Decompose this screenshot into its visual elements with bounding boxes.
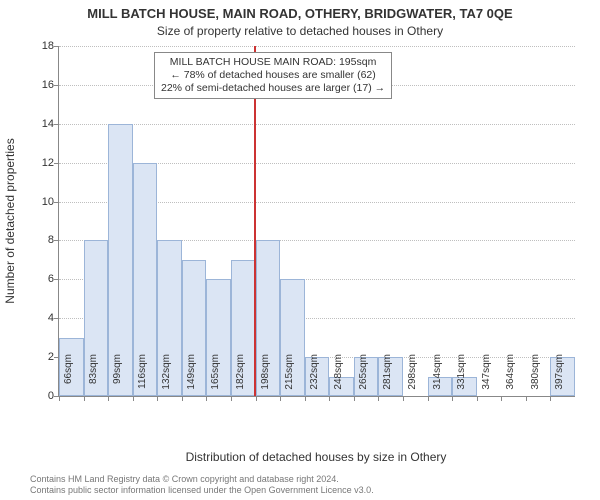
x-tick-label: 149sqm xyxy=(186,354,197,404)
footer-attribution: Contains HM Land Registry data © Crown c… xyxy=(30,474,374,496)
y-tick-label: 18 xyxy=(24,40,54,52)
footer-line1: Contains HM Land Registry data © Crown c… xyxy=(30,474,374,485)
x-tick-label: 314sqm xyxy=(432,354,443,404)
x-tick-label: 397sqm xyxy=(554,354,565,404)
x-tick-mark xyxy=(501,396,502,401)
y-tick-mark xyxy=(54,279,59,280)
x-tick-mark xyxy=(526,396,527,401)
x-tick-mark xyxy=(108,396,109,401)
x-tick-mark xyxy=(378,396,379,401)
y-tick-mark xyxy=(54,124,59,125)
grid-line xyxy=(59,46,575,47)
annotation-line3: 22% of semi-detached houses are larger (… xyxy=(161,82,385,95)
x-tick-label: 248sqm xyxy=(333,354,344,404)
x-tick-mark xyxy=(59,396,60,401)
y-tick-mark xyxy=(54,85,59,86)
x-tick-mark xyxy=(428,396,429,401)
x-tick-label: 215sqm xyxy=(284,354,295,404)
x-tick-mark xyxy=(452,396,453,401)
x-tick-mark xyxy=(84,396,85,401)
y-tick-mark xyxy=(54,202,59,203)
annotation-line1: MILL BATCH HOUSE MAIN ROAD: 195sqm xyxy=(161,56,385,69)
plot-area: 02468101214161866sqm83sqm99sqm116sqm132s… xyxy=(58,46,575,397)
annotation-box: MILL BATCH HOUSE MAIN ROAD: 195sqm← 78% … xyxy=(154,52,392,99)
x-tick-label: 165sqm xyxy=(210,354,221,404)
y-tick-mark xyxy=(54,240,59,241)
x-tick-mark xyxy=(133,396,134,401)
x-tick-label: 331sqm xyxy=(456,354,467,404)
x-tick-mark xyxy=(305,396,306,401)
x-tick-mark xyxy=(403,396,404,401)
y-tick-label: 10 xyxy=(24,196,54,208)
x-tick-mark xyxy=(329,396,330,401)
y-axis-label: Number of detached properties xyxy=(3,138,17,303)
x-tick-label: 182sqm xyxy=(235,354,246,404)
y-tick-mark xyxy=(54,46,59,47)
x-axis-label: Distribution of detached houses by size … xyxy=(58,450,574,464)
x-tick-mark xyxy=(354,396,355,401)
grid-line xyxy=(59,124,575,125)
y-tick-label: 12 xyxy=(24,157,54,169)
x-tick-label: 198sqm xyxy=(260,354,271,404)
y-tick-label: 6 xyxy=(24,273,54,285)
x-tick-label: 66sqm xyxy=(63,354,74,404)
y-axis-label-wrap: Number of detached properties xyxy=(0,46,20,396)
x-tick-label: 298sqm xyxy=(407,354,418,404)
x-tick-mark xyxy=(157,396,158,401)
x-tick-mark xyxy=(206,396,207,401)
x-tick-label: 347sqm xyxy=(481,354,492,404)
footer-line2: Contains public sector information licen… xyxy=(30,485,374,496)
annotation-line2: ← 78% of detached houses are smaller (62… xyxy=(161,69,385,82)
y-tick-label: 2 xyxy=(24,351,54,363)
x-tick-mark xyxy=(477,396,478,401)
chart-subtitle: Size of property relative to detached ho… xyxy=(0,24,600,38)
y-tick-mark xyxy=(54,163,59,164)
x-tick-mark xyxy=(256,396,257,401)
x-tick-label: 132sqm xyxy=(161,354,172,404)
y-tick-label: 16 xyxy=(24,79,54,91)
x-tick-label: 265sqm xyxy=(358,354,369,404)
x-tick-label: 281sqm xyxy=(382,354,393,404)
x-tick-label: 116sqm xyxy=(137,354,148,404)
y-tick-label: 8 xyxy=(24,234,54,246)
x-tick-label: 99sqm xyxy=(112,354,123,404)
x-tick-label: 380sqm xyxy=(530,354,541,404)
y-tick-mark xyxy=(54,318,59,319)
x-tick-label: 364sqm xyxy=(505,354,516,404)
x-tick-label: 83sqm xyxy=(88,354,99,404)
chart-container: MILL BATCH HOUSE, MAIN ROAD, OTHERY, BRI… xyxy=(0,0,600,500)
y-tick-label: 4 xyxy=(24,312,54,324)
y-tick-label: 14 xyxy=(24,118,54,130)
x-tick-label: 232sqm xyxy=(309,354,320,404)
x-tick-mark xyxy=(550,396,551,401)
x-tick-mark xyxy=(280,396,281,401)
x-tick-mark xyxy=(182,396,183,401)
chart-title: MILL BATCH HOUSE, MAIN ROAD, OTHERY, BRI… xyxy=(0,6,600,21)
x-tick-mark xyxy=(231,396,232,401)
y-tick-label: 0 xyxy=(24,390,54,402)
